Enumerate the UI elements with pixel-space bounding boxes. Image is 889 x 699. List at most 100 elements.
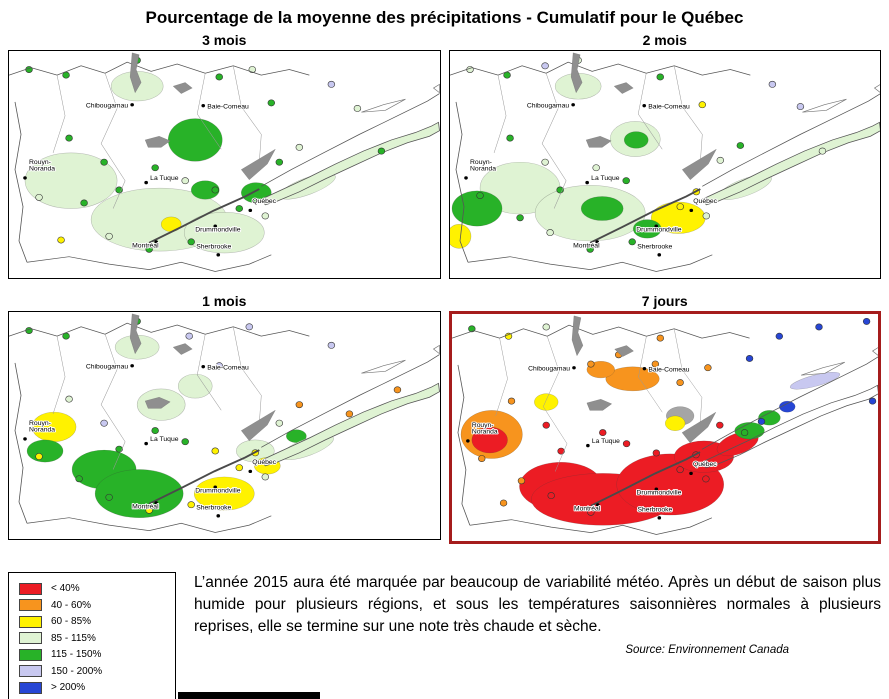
station-dot: [740, 429, 748, 437]
panel-title-1mois: 1 mois: [202, 293, 247, 309]
station-dot: [675, 466, 684, 474]
precip-region: [286, 429, 307, 443]
precip-region: [451, 190, 502, 227]
legend-swatch: [19, 648, 42, 661]
station-dot: [248, 66, 256, 73]
legend-label: 40 - 60%: [51, 599, 92, 611]
map-1mois: [8, 311, 441, 540]
station-dot: [540, 158, 549, 166]
precip-region: [604, 366, 660, 392]
legend-item: 150 - 200%: [19, 665, 165, 677]
station-dot: [65, 395, 73, 403]
footer-section: < 40% 40 - 60% 60 - 85% 85 - 115% 115 - 150%…: [0, 572, 889, 699]
station-dot: [35, 453, 43, 460]
station-dot: [716, 156, 724, 164]
station-dot: [676, 203, 684, 211]
station-dot: [542, 323, 550, 331]
station-dot: [868, 397, 876, 405]
station-dot: [703, 364, 712, 372]
map-2mois: [448, 50, 881, 279]
choropleth-layer: [449, 73, 772, 249]
panel-title-3mois: 3 mois: [202, 32, 247, 48]
precip-region: [580, 196, 623, 221]
station-dot: [275, 158, 284, 166]
bottom-edge-artifact: [178, 692, 320, 699]
panel-title-2mois: 2 mois: [642, 32, 687, 48]
station-dot: [275, 419, 284, 427]
stations-layer: [465, 56, 826, 253]
station-dot: [211, 447, 219, 455]
precip-region: [167, 118, 223, 162]
legend-label: > 200%: [51, 682, 86, 693]
source-credit: Source: Environnement Canada: [625, 644, 789, 656]
station-dot: [757, 418, 765, 425]
gaspe-peninsula: [701, 121, 880, 206]
station-dot: [515, 214, 524, 222]
station-dot: [818, 147, 826, 155]
legend-item: 60 - 85%: [19, 615, 165, 628]
station-dot: [475, 192, 484, 199]
summary-text: L’année 2015 aura été marquée par beauco…: [194, 574, 881, 635]
legend-label: 60 - 85%: [51, 616, 92, 627]
station-dot: [517, 477, 525, 485]
legend-swatch: [19, 615, 42, 628]
legend-item: 85 - 115%: [19, 632, 165, 644]
legend-swatch: [19, 681, 42, 694]
station-dot: [598, 429, 606, 437]
station-dot: [327, 80, 336, 88]
precip-region: [190, 180, 220, 200]
panel-7jours: 7 jours: [448, 293, 881, 544]
station-dot: [211, 186, 219, 194]
precip-region: [94, 469, 184, 518]
station-dot: [775, 332, 783, 340]
station-dot: [215, 73, 223, 81]
station-dot: [652, 449, 660, 457]
station-dot: [261, 473, 270, 481]
station-dot: [235, 464, 243, 472]
panel-1mois: 1 mois: [8, 293, 441, 544]
legend-swatch: [19, 599, 42, 611]
station-dot: [796, 103, 804, 111]
station-dot: [622, 177, 630, 185]
station-dot: [65, 134, 73, 142]
station-dot: [35, 193, 43, 201]
station-dot: [345, 410, 354, 418]
station-dot: [105, 232, 113, 240]
station-dot: [181, 177, 189, 185]
station-dot: [622, 440, 630, 448]
station-dot: [80, 199, 88, 207]
station-dot: [768, 80, 776, 88]
station-dot: [702, 212, 710, 220]
station-dot: [115, 445, 123, 453]
station-dot: [115, 186, 123, 194]
precip-region: [177, 373, 213, 399]
station-dot: [555, 186, 564, 194]
map-3mois: [8, 50, 441, 279]
legend-item: 40 - 60%: [19, 599, 165, 611]
station-dot: [100, 158, 108, 166]
station-dot: [353, 105, 362, 112]
station-dot: [862, 317, 870, 325]
station-dot: [261, 212, 270, 220]
station-dot: [656, 73, 664, 81]
legend-label: 115 - 150%: [51, 649, 102, 660]
station-dot: [105, 493, 113, 501]
caption-block: L’année 2015 aura été marquée par beauco…: [194, 572, 881, 656]
station-dot: [151, 427, 159, 435]
station-dot: [393, 386, 402, 394]
legend-item: < 40%: [19, 582, 165, 595]
precip-region: [789, 371, 840, 390]
station-dot: [814, 323, 823, 331]
station-dot: [586, 360, 595, 368]
legend-swatch: [19, 582, 42, 595]
station-dot: [675, 379, 684, 386]
maps-grid: 3 mois 2 mois: [0, 32, 889, 544]
choropleth-layer: [26, 334, 334, 518]
station-dot: [327, 341, 336, 349]
legend: < 40% 40 - 60% 60 - 85% 85 - 115% 115 - 150%…: [8, 572, 176, 699]
station-dot: [499, 499, 507, 507]
legend-label: 85 - 115%: [51, 632, 96, 644]
station-dot: [75, 475, 83, 483]
legend-label: < 40%: [51, 583, 80, 594]
